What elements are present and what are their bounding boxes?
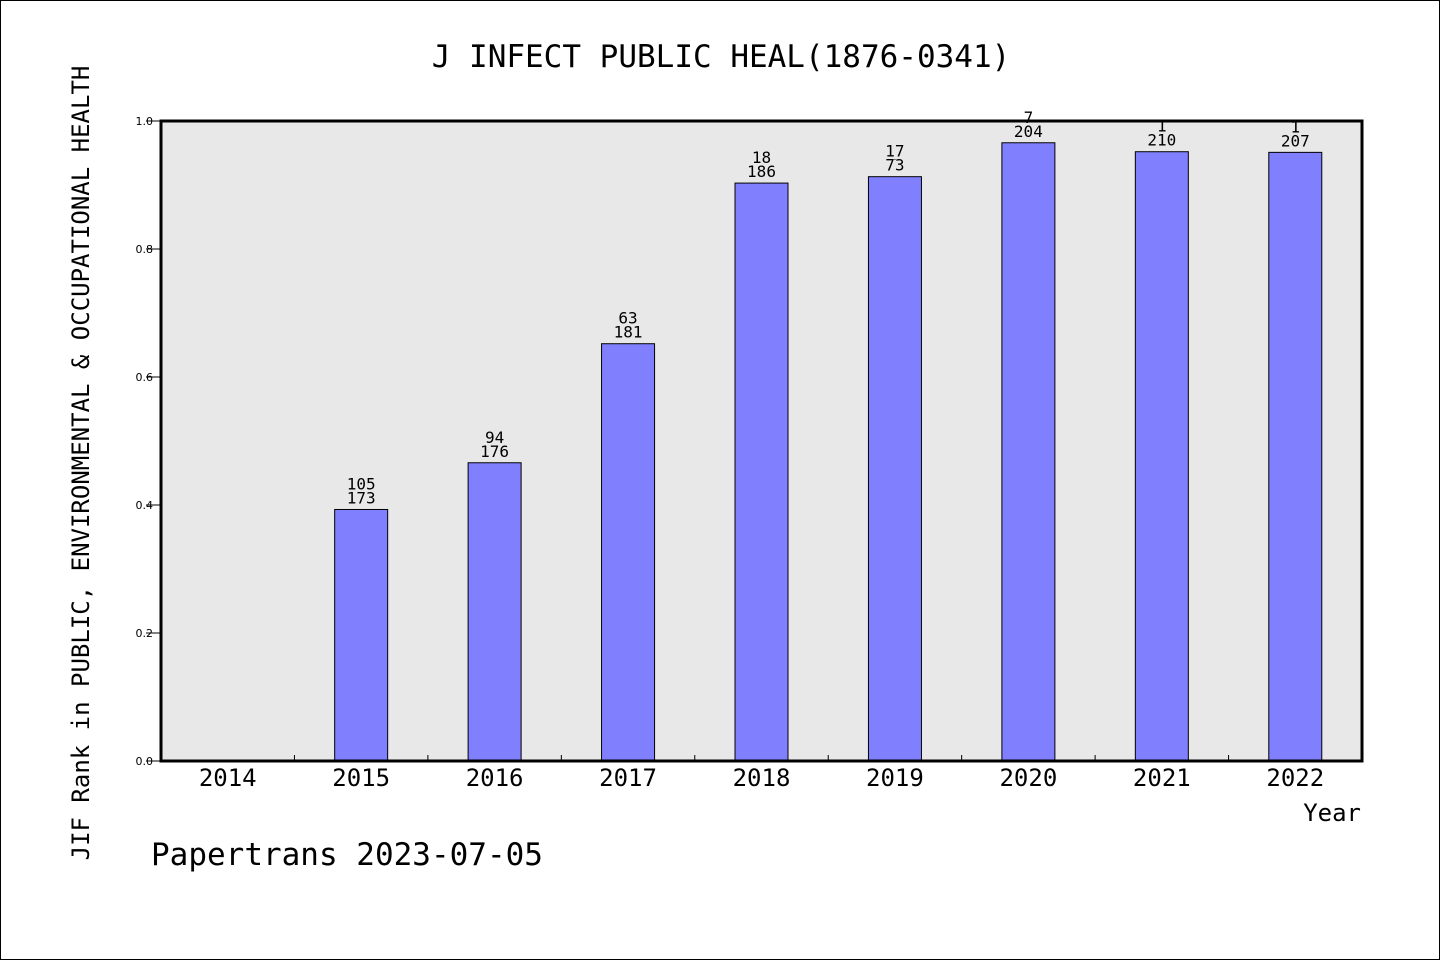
bar-label-total: 207 xyxy=(1281,131,1310,150)
y-tick-label: 0.6 xyxy=(136,371,154,384)
bar-label-rank: 1 xyxy=(1157,117,1167,136)
x-tick-label: 2015 xyxy=(332,764,390,792)
bar xyxy=(1268,151,1323,762)
bar-label-total: 181 xyxy=(614,323,643,342)
bar-label-rank: 7 xyxy=(1024,108,1034,127)
y-tick-label: 0.0 xyxy=(136,755,154,768)
bar-label-total: 210 xyxy=(1147,131,1176,150)
ticks-layer: 0.0 0.2 0.4 0.6 0.8 1.0 2014 2015 2016 2017 2018 20… xyxy=(136,115,1325,792)
bar-label-rank: 1 xyxy=(1290,117,1300,136)
bar-label-total: 204 xyxy=(1014,122,1043,141)
x-tick-label: 2017 xyxy=(599,764,657,792)
bar-label-total: 73 xyxy=(885,156,904,175)
bar xyxy=(734,182,789,762)
bar-label-total: 176 xyxy=(480,442,509,461)
x-tick-label: 2021 xyxy=(1133,764,1191,792)
bar xyxy=(1001,142,1056,762)
x-tick-label: 2022 xyxy=(1266,764,1324,792)
x-tick-label: 2019 xyxy=(866,764,924,792)
chart-title: J INFECT PUBLIC HEAL(1876-0341) xyxy=(432,39,1011,75)
footer-watermark: Papertrans 2023-07-05 xyxy=(151,837,543,873)
x-tick-label: 2014 xyxy=(199,764,257,792)
bar-label-rank: 63 xyxy=(618,309,637,328)
bar-label-rank: 105 xyxy=(347,474,376,493)
x-tick-label: 2016 xyxy=(466,764,524,792)
bar xyxy=(467,462,522,762)
x-tick-label: 2020 xyxy=(999,764,1057,792)
bar-label-total: 186 xyxy=(747,162,776,181)
y-tick-label: 0.4 xyxy=(136,499,154,512)
bar xyxy=(1134,151,1189,762)
y-tick-label: 1.0 xyxy=(136,115,154,128)
bar xyxy=(334,508,389,762)
bar-label-rank: 17 xyxy=(885,142,904,161)
bar-label-rank: 94 xyxy=(485,428,504,447)
y-axis-label: JIF Rank in PUBLIC, ENVIRONMENTAL & OCCU… xyxy=(67,66,95,861)
bars-layer xyxy=(334,142,1323,762)
bar-label-rank: 18 xyxy=(752,148,771,167)
plot-frame xyxy=(159,119,1364,763)
bar xyxy=(867,176,922,762)
bar-label-total: 173 xyxy=(347,488,376,507)
x-axis-label: Year xyxy=(1303,799,1361,827)
y-tick-label: 0.2 xyxy=(136,627,154,640)
x-tick-label: 2018 xyxy=(733,764,791,792)
bar xyxy=(601,343,656,762)
y-tick-label: 0.8 xyxy=(136,243,154,256)
